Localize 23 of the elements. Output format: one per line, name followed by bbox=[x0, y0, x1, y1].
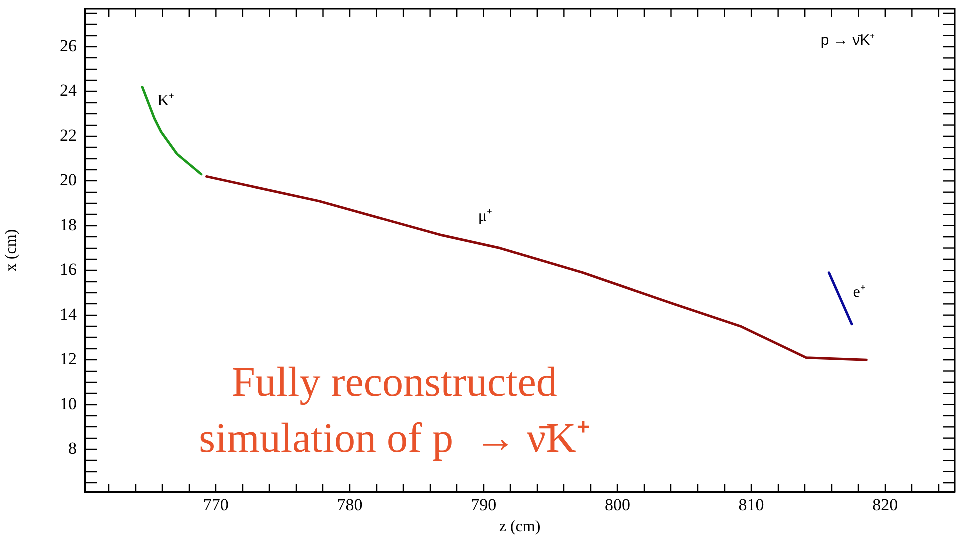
y-tick-label: 26 bbox=[60, 36, 77, 56]
annotation: K⁺ bbox=[158, 92, 174, 110]
y-tick-label: 14 bbox=[60, 304, 78, 324]
x-tick-label: 800 bbox=[604, 496, 630, 515]
annotation: Fully reconstructed simulation of p → ν̄K⁺ bbox=[199, 360, 590, 462]
annotation: p → ν̄K⁺ bbox=[820, 32, 876, 50]
y-tick-label: 12 bbox=[60, 350, 77, 369]
y-tick-label: 16 bbox=[60, 260, 77, 280]
y-tick-label: 20 bbox=[60, 170, 77, 190]
x-tick-label: 780 bbox=[337, 496, 363, 515]
y-tick-label: 24 bbox=[60, 81, 78, 100]
y-tick-label: 18 bbox=[60, 215, 77, 234]
x-tick-label: 810 bbox=[738, 496, 764, 515]
x-tick-label: 820 bbox=[872, 496, 898, 515]
x-axis-title: z (cm) bbox=[499, 518, 541, 536]
y-axis-title: x (cm) bbox=[2, 229, 20, 272]
y-tick-label: 22 bbox=[60, 126, 77, 145]
x-tick-label: 770 bbox=[203, 496, 229, 515]
annotation: μ⁺ bbox=[478, 208, 492, 225]
y-tick-label: 10 bbox=[60, 394, 77, 414]
y-tick-label: 8 bbox=[68, 438, 77, 458]
annotation: e⁺ bbox=[853, 284, 866, 302]
x-tick-label: 790 bbox=[471, 496, 497, 515]
